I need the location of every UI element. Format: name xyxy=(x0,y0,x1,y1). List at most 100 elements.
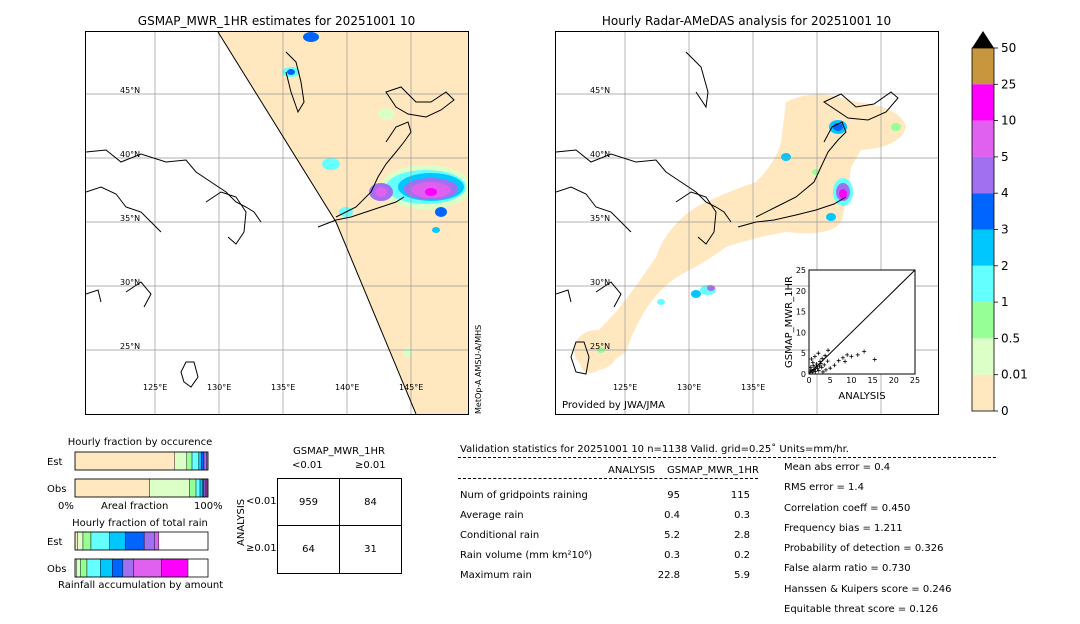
scatter-point xyxy=(814,362,819,367)
score-item: Equitable threat score = 0.126 xyxy=(784,604,939,616)
scatter-xtick: 15 xyxy=(868,376,878,385)
totalrain-obs-label: Obs xyxy=(47,564,67,575)
scatter-ytick: 25 xyxy=(796,266,806,275)
occurrence-xlabel: Areal fraction xyxy=(101,501,169,512)
scatter-point xyxy=(818,361,823,366)
stacked-bar-segment xyxy=(189,478,197,498)
right-lat-label: 40°N xyxy=(590,150,610,159)
contingency-cell: 959 xyxy=(277,478,340,526)
validation-gsmap: 115 xyxy=(730,489,750,501)
left-swath xyxy=(218,32,468,414)
colorbar-segment xyxy=(972,338,994,375)
totalrain-title: Hourly fraction of total rain xyxy=(72,518,208,529)
validation-divider xyxy=(458,457,996,458)
validation-label: Maximum rain xyxy=(460,569,532,581)
scatter-point xyxy=(826,348,831,353)
scatter-point xyxy=(840,355,845,360)
stacked-bar-outline xyxy=(74,531,209,551)
scatter-diagonal xyxy=(808,269,916,375)
validation-label: Num of gridpoints raining xyxy=(460,489,588,501)
totalrain-est-label: Est xyxy=(47,537,63,548)
totalrain-chart xyxy=(74,531,209,578)
score-item: Correlation coeff = 0.450 xyxy=(784,502,911,514)
validation-label: Average rain xyxy=(460,509,524,521)
stacked-bar-segment xyxy=(76,558,81,578)
colorbar-segment xyxy=(972,193,994,230)
scatter-point xyxy=(822,362,827,367)
stacked-bar-segment xyxy=(74,451,175,471)
scatter-xtick: 5 xyxy=(828,376,833,385)
right-rain-blobs xyxy=(597,120,901,353)
colorbar-segment xyxy=(972,374,994,411)
left-lat-label: 40°N xyxy=(120,150,140,159)
scatter-point xyxy=(845,352,850,357)
totalrain-bars xyxy=(74,531,209,578)
right-lat-label: 30°N xyxy=(590,278,610,287)
left-map-title: GSMAP_MWR_1HR estimates for 20251001 10 xyxy=(137,14,416,28)
validation-gsmap: 2.8 xyxy=(734,529,750,541)
scatter-point xyxy=(855,352,860,357)
colorbar-tick-label: 1 xyxy=(1001,295,1009,309)
scatter-point xyxy=(808,365,813,370)
scatter-ytick: 10 xyxy=(796,328,806,337)
scatter-point xyxy=(816,368,821,373)
stacked-bar-segment xyxy=(100,558,113,578)
right-lat-label: 25°N xyxy=(590,342,610,351)
colorbar-tick-label: 4 xyxy=(1001,186,1009,200)
left-map: 45°N 40°N 35°N 30°N 25°N 125°E 130°E 135… xyxy=(85,31,469,415)
validation-analysis: 22.8 xyxy=(657,569,680,581)
stacked-bar-segment xyxy=(90,531,110,551)
right-coastlines xyxy=(556,51,899,375)
validation-table: Num of gridpoints raining 95 115 Average r… xyxy=(460,485,750,585)
validation-row: Average rain 0.4 0.3 xyxy=(460,505,750,525)
scatter-xticks: 0 5 10 15 20 25 xyxy=(806,376,920,385)
left-lat-label: 25°N xyxy=(120,342,140,351)
scatter-point xyxy=(809,367,814,372)
colorbar: 50 25 10 5 4 3 2 1 0.5 0.01 0 xyxy=(971,31,1028,418)
stacked-bar-segment xyxy=(195,478,201,498)
stacked-bar-segment xyxy=(143,531,156,551)
scatter-point xyxy=(809,357,814,362)
left-lat-label: 30°N xyxy=(120,278,140,287)
totalrain-xlabel: Rainfall accumulation by amount xyxy=(58,580,224,591)
occurrence-est-label: Est xyxy=(47,457,63,468)
scatter-point xyxy=(828,366,833,371)
colorbar-segment xyxy=(972,84,994,121)
validation-gsmap: 5.9 xyxy=(734,569,750,581)
scatter-point xyxy=(818,359,823,364)
validation-gsmap: 0.2 xyxy=(734,549,750,561)
scatter-ytick: 15 xyxy=(796,308,806,317)
scatter-point xyxy=(812,367,817,372)
colorbar-tick-label: 0.5 xyxy=(1001,331,1020,345)
right-lon-label: 135°E xyxy=(741,383,765,392)
validation-row: Maximum rain 22.8 5.9 xyxy=(460,565,750,585)
left-lon-label: 145°E xyxy=(399,383,423,392)
colorbar-tick-label: 0.01 xyxy=(1001,368,1028,382)
validation-analysis: 5.2 xyxy=(664,529,680,541)
scatter-point xyxy=(825,359,830,364)
stacked-bar-outline xyxy=(74,478,209,498)
right-lat-label: 35°N xyxy=(590,214,610,223)
stacked-bar-segment xyxy=(186,451,193,471)
right-map-title: Hourly Radar-AMeDAS analysis for 2025100… xyxy=(601,14,892,28)
contingency-cell: 64 xyxy=(277,525,340,574)
scatter-point xyxy=(862,349,867,354)
scatter-xlabel: ANALYSIS xyxy=(838,391,885,402)
occurrence-title: Hourly fraction by occurence xyxy=(67,437,213,448)
stacked-bar-segment xyxy=(82,531,92,551)
stacked-bar-segment xyxy=(80,558,88,578)
stacked-bar-segment xyxy=(133,558,162,578)
validation-row: Rain volume (mm km²10⁶) 0.3 0.2 xyxy=(460,545,750,565)
colorbar-arrow xyxy=(972,31,994,48)
scatter-xtick: 10 xyxy=(846,376,856,385)
stacked-bar-segment xyxy=(125,531,145,551)
stacked-bar-segment xyxy=(112,558,124,578)
validation-label: Rain volume (mm km²10⁶) xyxy=(460,549,593,561)
scatter-point xyxy=(872,357,877,362)
left-swath-edge xyxy=(217,32,417,414)
scatter-point xyxy=(808,369,813,374)
contingency-cell: 31 xyxy=(339,525,402,574)
colorbar-tick-label: 10 xyxy=(1001,114,1016,128)
left-lon-labels: 125°E 130°E 135°E 140°E 145°E xyxy=(143,383,423,392)
colorbar-segment xyxy=(972,156,994,194)
